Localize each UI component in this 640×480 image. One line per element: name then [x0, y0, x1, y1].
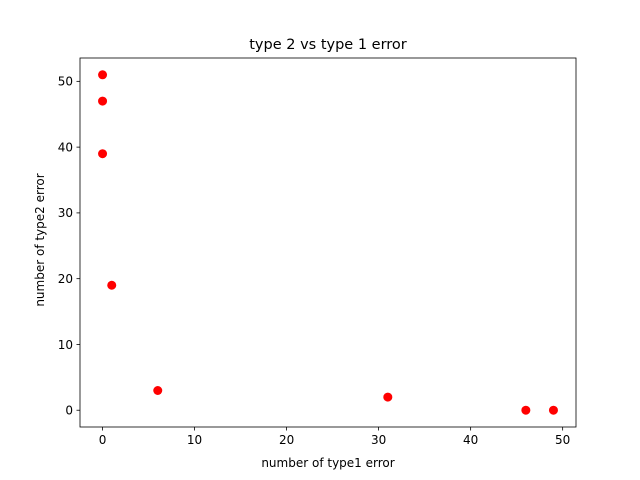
x-tick-label: 30	[371, 433, 386, 447]
y-tick-label: 20	[58, 272, 73, 286]
data-point	[153, 385, 163, 395]
x-tick-label: 10	[187, 433, 202, 447]
data-point	[548, 405, 558, 415]
x-axis-label: number of type1 error	[261, 456, 394, 470]
data-point	[107, 280, 117, 290]
x-tick-label: 0	[99, 433, 107, 447]
x-tick-label: 50	[555, 433, 570, 447]
y-tick-label: 40	[58, 140, 73, 154]
chart-title: type 2 vs type 1 error	[249, 37, 407, 53]
y-tick-label: 30	[58, 206, 73, 220]
x-tick-label: 20	[279, 433, 294, 447]
data-point	[98, 149, 108, 159]
data-point	[98, 70, 108, 80]
plot-area: 0 10 20 30 40 50 0 10 20 30 40 50	[58, 57, 577, 447]
data-point	[521, 405, 531, 415]
y-tick-label: 0	[65, 404, 73, 418]
data-point	[383, 392, 393, 402]
x-tick-label: 40	[463, 433, 478, 447]
data-point	[98, 96, 108, 106]
plot-frame	[79, 57, 577, 428]
y-tick-label: 50	[58, 75, 73, 89]
y-axis-label: number of type2 error	[33, 173, 47, 306]
y-tick-label: 10	[58, 338, 73, 352]
